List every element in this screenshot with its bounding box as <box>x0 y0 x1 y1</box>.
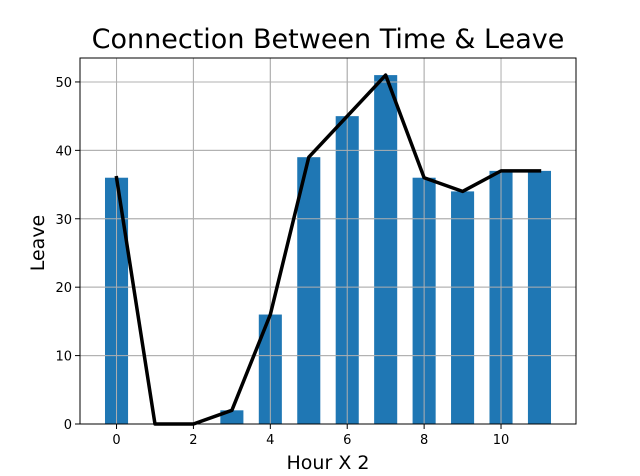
plot-frame <box>79 57 577 425</box>
y-tick-label: 50 <box>55 76 72 91</box>
x-tick-label: 0 <box>112 433 120 448</box>
x-axis-label: Hour X 2 <box>287 452 370 474</box>
x-tick-label: 8 <box>420 433 428 448</box>
y-tick-label: 30 <box>55 213 72 228</box>
axis-ticks: 0 2 4 6 8 10 0 10 20 30 40 50 <box>55 76 509 448</box>
y-tick-label: 20 <box>55 281 72 296</box>
y-axis-label: Leave <box>27 215 49 272</box>
y-tick-label: 0 <box>64 418 72 433</box>
bar <box>297 157 321 424</box>
chart-title: Connection Between Time & Leave <box>92 24 565 55</box>
x-tick-label: 4 <box>266 433 274 448</box>
bar <box>374 75 398 424</box>
x-tick-label: 10 <box>493 433 510 448</box>
y-tick-label: 10 <box>55 350 72 365</box>
plot-border <box>79 57 577 425</box>
x-tick-label: 6 <box>343 433 351 448</box>
bar <box>527 170 552 424</box>
y-tick-label: 40 <box>55 144 72 159</box>
bar <box>451 191 475 424</box>
x-tick-label: 2 <box>189 433 197 448</box>
